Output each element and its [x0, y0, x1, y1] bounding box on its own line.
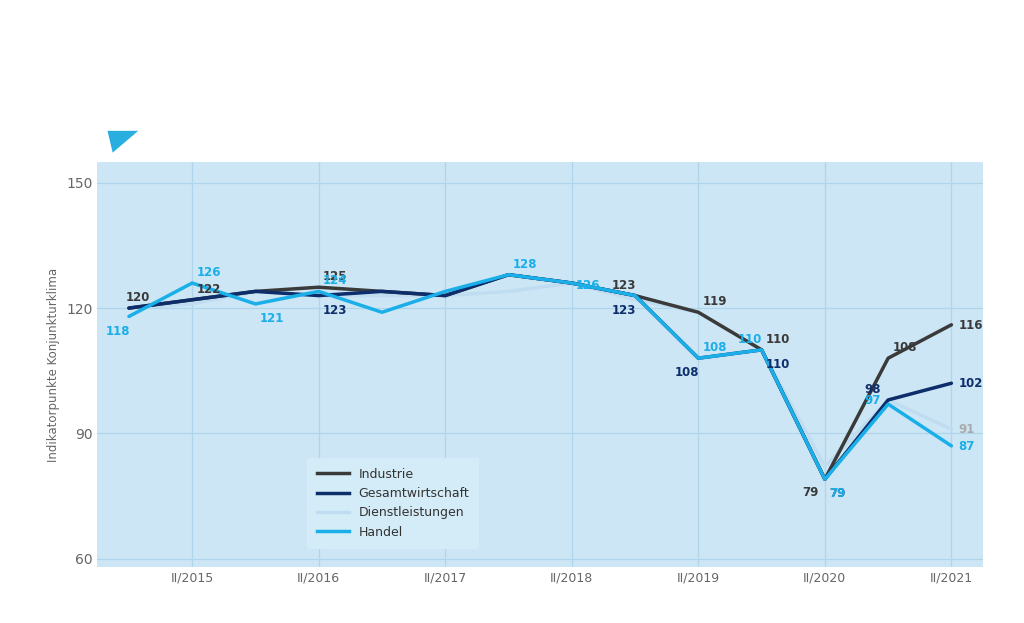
Text: 97: 97 [864, 394, 881, 407]
Legend: Industrie, Gesamtwirtschaft, Dienstleistungen, Handel: Industrie, Gesamtwirtschaft, Dienstleist… [307, 458, 479, 548]
Text: Branchenkonjunktur nördliches Rheinland-Pfalz nach Branchen: Branchenkonjunktur nördliches Rheinland-… [114, 78, 769, 99]
Text: 91: 91 [958, 424, 975, 436]
Text: 126: 126 [197, 266, 221, 279]
Text: 79: 79 [829, 487, 846, 500]
Text: 108: 108 [675, 366, 699, 379]
Text: 110: 110 [766, 358, 791, 371]
Text: 108: 108 [892, 341, 916, 354]
Text: 110: 110 [738, 333, 762, 346]
Text: 116: 116 [958, 319, 983, 332]
Text: 128: 128 [513, 258, 538, 271]
Text: 126: 126 [575, 278, 600, 292]
Text: 79: 79 [829, 487, 846, 500]
Text: 125: 125 [323, 270, 347, 283]
Text: 79: 79 [803, 486, 819, 499]
Text: 108: 108 [702, 341, 727, 354]
Text: 123: 123 [611, 303, 636, 316]
Text: 119: 119 [702, 295, 727, 308]
Text: 87: 87 [958, 440, 975, 453]
Text: 110: 110 [766, 333, 791, 346]
Text: 122: 122 [197, 283, 221, 296]
Text: 123: 123 [611, 278, 636, 292]
Text: 123: 123 [323, 303, 347, 316]
Text: 120: 120 [126, 291, 151, 304]
Text: 124: 124 [323, 275, 347, 287]
Text: 102: 102 [958, 378, 983, 391]
Text: 118: 118 [105, 325, 130, 338]
Y-axis label: Indikatorpunkte Konjunkturklima: Indikatorpunkte Konjunkturklima [47, 267, 60, 462]
Text: 98: 98 [864, 383, 881, 396]
Text: 121: 121 [260, 312, 284, 325]
